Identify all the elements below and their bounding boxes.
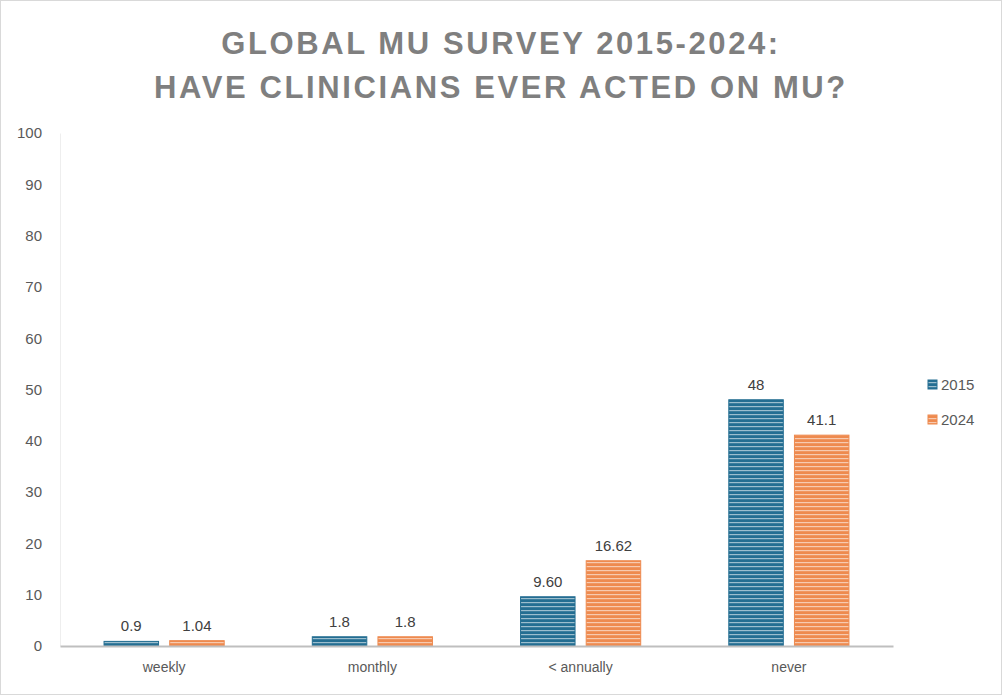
legend-swatch — [928, 415, 937, 424]
data-label: 41.1 — [807, 411, 836, 428]
x-axis: weekly monthly < annually never — [61, 646, 894, 675]
bar — [586, 561, 640, 646]
legend-label: 2015 — [941, 376, 974, 393]
y-tick-label: 10 — [25, 586, 42, 603]
y-axis-line — [60, 134, 61, 647]
data-label: 1.8 — [329, 613, 350, 630]
x-tick-label: monthly — [348, 659, 397, 675]
data-label: 48 — [748, 376, 765, 393]
title-line: GLOBAL MU SURVEY 2015-2024: — [221, 26, 781, 61]
x-axis-line — [61, 646, 894, 648]
legend: 2015 2024 — [928, 376, 974, 428]
y-tick-label: 100 — [17, 124, 42, 141]
y-tick-label: 70 — [25, 278, 42, 295]
y-tick-label: 80 — [25, 227, 42, 244]
data-label: 0.9 — [121, 617, 142, 634]
x-tick: monthly — [348, 646, 397, 675]
bars — [104, 400, 849, 646]
bar — [312, 637, 366, 646]
legend-swatch — [928, 380, 937, 389]
bar — [794, 435, 848, 646]
y-axis: 0 10 20 30 40 50 60 70 80 90 100 — [17, 124, 61, 654]
y-tick-label: 60 — [25, 330, 42, 347]
title-line: HAVE CLINICIANS EVER ACTED ON MU? — [154, 70, 848, 105]
y-tick: 10 — [25, 586, 60, 603]
title: GLOBAL MU SURVEY 2015-2024: HAVE CLINICIA… — [154, 26, 848, 105]
bar — [104, 641, 158, 646]
y-tick: 20 — [25, 535, 60, 552]
bar — [170, 641, 224, 646]
x-tick: weekly — [142, 646, 186, 675]
y-tick-label: 50 — [25, 381, 42, 398]
bar — [521, 597, 575, 646]
x-tick: < annually — [549, 646, 613, 675]
chart-frame — [1, 1, 1002, 695]
y-tick: 90 — [25, 176, 60, 193]
y-tick: 100 — [17, 124, 60, 141]
data-label: 9.60 — [533, 573, 562, 590]
bar — [729, 400, 783, 646]
y-tick-label: 30 — [25, 483, 42, 500]
y-tick-label: 0 — [34, 637, 42, 654]
data-label: 16.62 — [595, 537, 633, 554]
y-tick-label: 20 — [25, 535, 42, 552]
y-tick: 40 — [25, 432, 60, 449]
data-labels: 0.9 1.8 9.60 48 1.04 1.8 16.62 41.1 — [121, 376, 836, 635]
x-tick-label: weekly — [142, 659, 186, 675]
y-tick-label: 40 — [25, 432, 42, 449]
y-tick: 30 — [25, 483, 60, 500]
y-tick: 0 — [34, 637, 60, 654]
y-tick: 70 — [25, 278, 60, 295]
y-tick: 50 — [25, 381, 60, 398]
legend-label: 2024 — [941, 411, 974, 428]
data-label: 1.04 — [182, 617, 211, 634]
chart: GLOBAL MU SURVEY 2015-2024: HAVE CLINICIA… — [0, 0, 1002, 695]
x-tick-label: never — [771, 659, 806, 675]
x-tick: never — [771, 646, 806, 675]
y-tick: 60 — [25, 330, 60, 347]
y-tick: 80 — [25, 227, 60, 244]
bar — [378, 637, 432, 646]
y-tick-label: 90 — [25, 176, 42, 193]
x-tick-label: < annually — [549, 659, 613, 675]
data-label: 1.8 — [395, 613, 416, 630]
